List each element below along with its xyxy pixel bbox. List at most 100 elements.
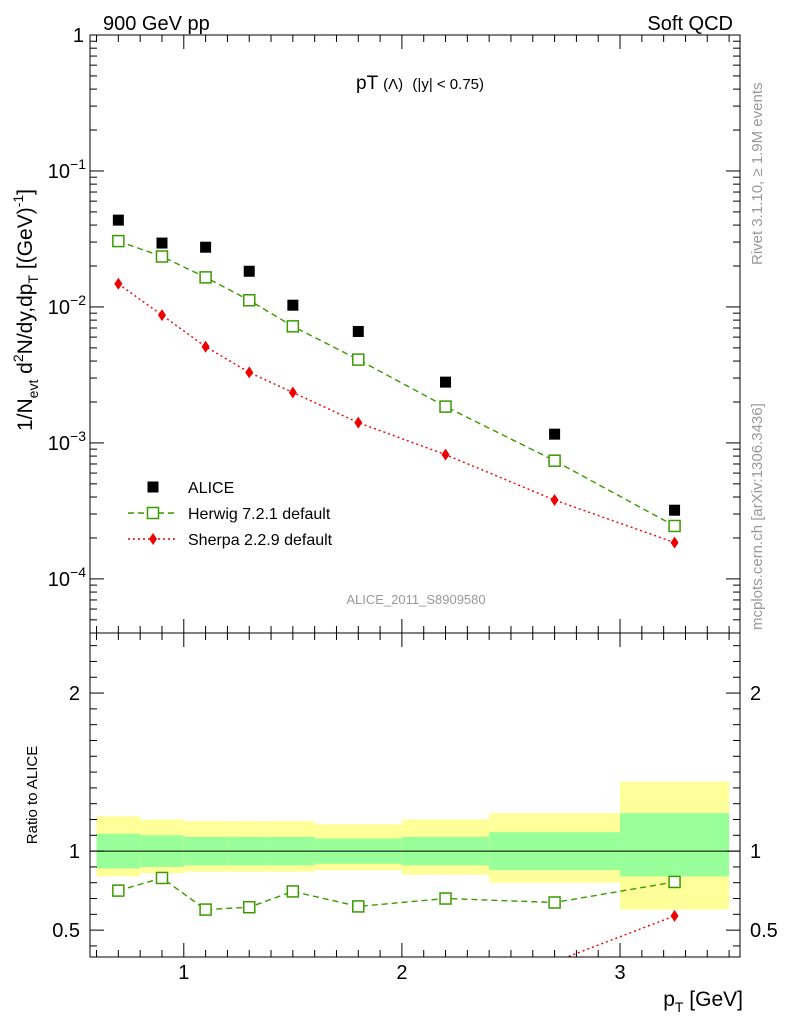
herwig-main-point — [286, 320, 300, 333]
herwig-ratio-point — [286, 885, 300, 898]
y-tick-exp: −4 — [70, 564, 86, 580]
alice-main-point — [669, 504, 681, 516]
ratio-bands — [96, 781, 730, 910]
plot-title-cut: (|y| < 0.75) — [412, 76, 484, 93]
sherpa-main-line — [117, 283, 675, 544]
sherpa-main-point — [441, 448, 450, 461]
ylabel-part-e: ] — [14, 189, 37, 195]
ylabel-part-b: d — [14, 362, 37, 380]
ratio-tick-label-right: 0.5 — [750, 920, 778, 942]
y-tick-label: 10−4 — [48, 564, 86, 591]
x-tick-label: 1 — [178, 962, 189, 984]
xlabel-unit: [GeV] — [683, 988, 743, 1011]
x-tick-label: 3 — [614, 962, 625, 984]
herwig-main-point — [352, 353, 365, 366]
sherpa-main-point — [245, 366, 254, 379]
sherpa-main-point — [354, 416, 363, 429]
plot-title: pT (Λ) (|y| < 0.75) — [356, 73, 484, 94]
alice-main-point — [440, 376, 452, 388]
y-tick-exp: −3 — [70, 428, 86, 444]
y-tick-label: 10−1 — [48, 156, 86, 183]
alice-main-point — [200, 241, 212, 253]
ylabel-sup-minus1: -1 — [10, 195, 26, 208]
herwig-ratio-point — [242, 900, 256, 914]
xlabel-main: p — [663, 988, 675, 1011]
ratio-tick-label-left: 2 — [69, 683, 80, 705]
herwig-ratio-point — [352, 900, 365, 913]
sherpa-main-point — [288, 386, 297, 399]
mcplots-label: mcplots.cern.ch [arXiv:1306.3436] — [749, 403, 766, 630]
herwig-ratio-point — [668, 875, 681, 889]
alice-legend-marker — [147, 481, 159, 493]
sherpa-ratio-point — [670, 909, 679, 922]
main-series-layer — [112, 214, 681, 549]
ylabel-part-d: [(GeV) — [14, 207, 37, 275]
alice-main-point — [243, 265, 255, 277]
y-tick-exp: −1 — [70, 156, 86, 172]
ratio-tick-label-left: 0.5 — [52, 920, 80, 942]
main-ylabel: 1/Nevt d2N/dy,dpT [(GeV)-1] — [10, 189, 41, 431]
plot-title-main: pT — [356, 73, 379, 94]
main-ticks: 110−110−210−310−4 — [48, 25, 740, 634]
ylabel-part-a: 1/N — [14, 398, 37, 431]
y-tick-base: 10 — [48, 569, 70, 591]
ylabel-part-c: N/dy,dp — [14, 284, 37, 355]
herwig-ratio-point — [112, 884, 125, 897]
ratio-band-inner — [620, 813, 730, 877]
herwig-ratio-point — [199, 903, 212, 916]
alice-main-point — [352, 325, 364, 337]
sherpa-main-point — [550, 494, 559, 507]
y-tick-exp: −2 — [70, 292, 86, 308]
x-axis-label: pT [GeV] — [663, 988, 743, 1015]
legend: ALICE Herwig 7.2.1 default Sherpa 2.2.9 de… — [128, 480, 333, 549]
alice-main-point — [549, 428, 561, 440]
herwig-ratio-point — [439, 892, 452, 905]
sherpa-main-point — [157, 309, 166, 322]
ylabel-sub-t: T — [25, 275, 41, 284]
sherpa-main-point — [114, 277, 123, 290]
xlabel-sub: T — [675, 999, 684, 1015]
header-right: Soft QCD — [647, 13, 733, 35]
herwig-ratio-line — [118, 877, 675, 911]
plot-title-paren: (Λ) — [383, 76, 403, 93]
ratio-tick-label-left: 1 — [69, 841, 80, 863]
herwig-main-point — [668, 519, 681, 533]
ratio-tick-label-right: 2 — [750, 683, 761, 705]
herwig-main-point — [112, 234, 125, 248]
ratio-ticks: 0.5 0.5 1 1 2 2 1 2 3 — [52, 633, 778, 984]
sherpa-ratio-line — [565, 915, 675, 957]
rivet-label: Rivet 3.1.10, ≥ 1.9M events — [749, 83, 766, 266]
ratio-ylabel: Ratio to ALICE — [24, 746, 41, 844]
ylabel-sub-evt: evt — [25, 380, 41, 399]
alice-main-point — [156, 237, 168, 249]
ratio-series-layer — [112, 871, 681, 957]
sherpa-legend-label: Sherpa 2.2.9 default — [188, 532, 333, 549]
sherpa-legend-marker — [149, 533, 157, 545]
sherpa-main-point — [670, 536, 679, 549]
alice-legend-label: ALICE — [188, 480, 234, 497]
y-tick-base: 10 — [48, 161, 70, 183]
header-left: 900 GeV pp — [103, 13, 210, 35]
herwig-main-point — [242, 294, 256, 307]
ratio-tick-label-right: 1 — [750, 841, 761, 863]
herwig-ratio-point — [155, 871, 169, 885]
herwig-legend-marker — [146, 506, 160, 520]
x-tick-label: 2 — [396, 962, 407, 984]
herwig-main-point — [439, 400, 452, 413]
y-tick-base: 10 — [48, 433, 70, 455]
y-tick-label: 1 — [73, 25, 84, 47]
alice-main-point — [112, 214, 124, 226]
herwig-ratio-point — [548, 896, 561, 909]
ylabel-sup-2: 2 — [10, 354, 26, 362]
y-tick-label: 10−2 — [48, 292, 86, 319]
y-tick-base: 10 — [48, 297, 70, 319]
herwig-main-point — [548, 454, 561, 467]
alice-main-point — [287, 299, 299, 311]
herwig-main-point — [155, 250, 169, 263]
herwig-legend-label: Herwig 7.2.1 default — [188, 506, 331, 523]
sherpa-main-point — [201, 340, 210, 353]
ratio-frame — [89, 632, 741, 958]
herwig-main-point — [199, 271, 212, 284]
y-tick-label: 10−3 — [48, 428, 86, 455]
